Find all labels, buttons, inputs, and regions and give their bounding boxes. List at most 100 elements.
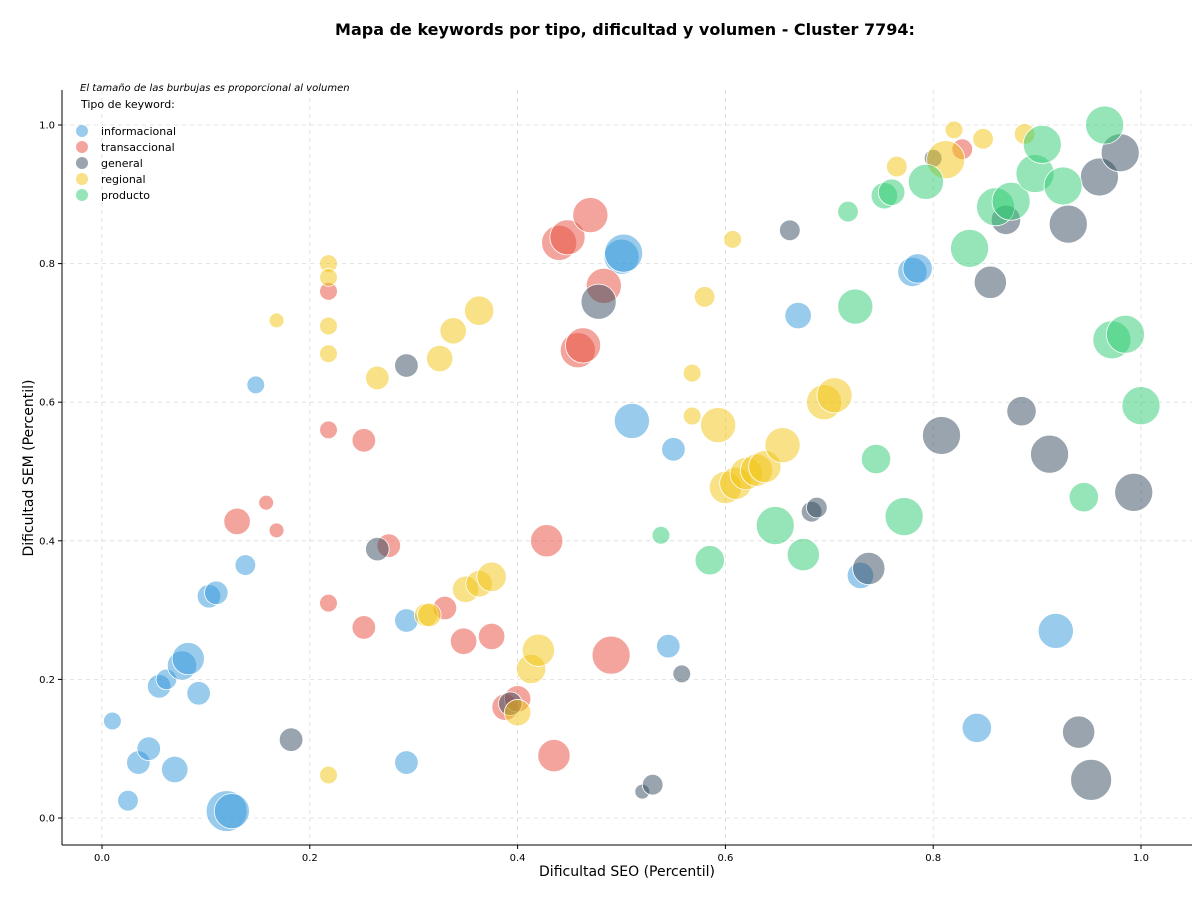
x-tick-label: 0.0 [94, 853, 110, 864]
bubble-informacional [613, 402, 650, 439]
bubble-regional [693, 286, 716, 308]
bubble-informacional [604, 233, 644, 273]
bubble-transaccional [565, 327, 602, 364]
bubble-informacional [171, 642, 205, 676]
bubble-general [1062, 715, 1096, 749]
bubble-general [278, 727, 304, 752]
bubble-regional [521, 633, 555, 667]
y-tick-label: 0.4 [39, 536, 55, 547]
bubble-informacional [117, 789, 139, 812]
bubble-general [922, 416, 961, 455]
y-tick-label: 0.0 [39, 814, 55, 825]
bubble-transaccional [537, 739, 571, 773]
bubble-general [580, 283, 617, 320]
bubble-regional [417, 602, 442, 628]
y-tick-label: 0.8 [39, 259, 55, 270]
bubble-regional [268, 312, 285, 329]
bubble-general [672, 664, 692, 684]
bubble-producto [1105, 314, 1145, 354]
bubble-general [1114, 472, 1154, 512]
bubble-transaccional [268, 522, 285, 539]
x-tick-label: 0.8 [925, 853, 941, 864]
legend-marker-regional [76, 173, 88, 185]
bubble-informacional [961, 712, 992, 744]
bubble-producto [1043, 166, 1083, 206]
legend-label-transaccional: transaccional [101, 141, 175, 154]
bubble-transaccional [449, 627, 478, 655]
y-axis-label: Dificultad SEM (Percentil) [21, 380, 37, 557]
bubble-regional [682, 363, 702, 383]
axes: 0.0 0.0 0.2 0.2 0.4 0.4 0.6 0.6 0.8 0.8 1.0 1.0 [39, 90, 1192, 864]
bubble-informacional [246, 375, 266, 395]
bubble-regional [503, 699, 532, 727]
bubble-informacional [161, 755, 189, 784]
bubble-informacional [204, 580, 229, 605]
bubble-producto [860, 443, 892, 475]
y-tick-label: 1.0 [39, 121, 55, 132]
bubble-transaccional [351, 615, 377, 640]
bubble-producto [884, 497, 924, 536]
bubble-general [394, 353, 419, 378]
bubble-transaccional [591, 635, 631, 675]
x-tick-label: 0.2 [302, 853, 318, 864]
legend-marker-general [76, 157, 88, 169]
bubble-general [641, 773, 664, 796]
legend-note: El tamaño de las burbujas es proporciona… [80, 83, 350, 94]
legend-label-general: general [101, 157, 143, 170]
bubble-general [1030, 434, 1070, 474]
bubble-producto [1068, 482, 1099, 513]
bubble-producto [1022, 124, 1062, 164]
bubble-regional [319, 268, 338, 287]
bubble-producto [1121, 386, 1161, 426]
legend-marker-transaccional [76, 141, 88, 153]
x-tick-label: 0.6 [717, 853, 733, 864]
bubble-regional [319, 344, 338, 363]
bubble-regional [426, 344, 454, 373]
bubble-transaccional [258, 494, 275, 511]
legend-title: Tipo de keyword: [80, 98, 175, 111]
bubble-transaccional [223, 507, 251, 536]
legend-marker-producto [76, 189, 88, 201]
x-axis-label: Dificultad SEO (Percentil) [539, 864, 715, 880]
bubble-regional [816, 377, 853, 414]
grid [62, 90, 1192, 845]
bubble-transaccional [572, 197, 609, 234]
bubble-regional [439, 317, 467, 345]
bubble-producto [786, 538, 820, 572]
x-tick-label: 0.4 [510, 853, 526, 864]
bubble-producto [694, 545, 725, 576]
bubble-regional [365, 365, 390, 391]
bubble-informacional [784, 301, 812, 330]
bubble-regional [764, 427, 801, 464]
bubble-transaccional [530, 524, 564, 558]
chart-title: Mapa de keywords por tipo, dificultad y … [335, 20, 915, 39]
bubble-informacional [1037, 612, 1074, 649]
legend-label-informacional: informacional [101, 125, 176, 138]
bubble-regional [319, 765, 338, 785]
bubble-transaccional [319, 593, 338, 613]
bubble-producto [755, 506, 795, 546]
legend: El tamaño de las burbujas es proporciona… [76, 83, 350, 202]
bubble-producto [837, 200, 859, 223]
bubble-producto [651, 525, 671, 545]
bubble-general [973, 265, 1007, 299]
bubble-informacional [234, 554, 257, 576]
bubble-informacional [103, 711, 122, 731]
bubble-regional [319, 316, 338, 336]
bubble-regional [476, 561, 507, 592]
legend-label-producto: producto [101, 189, 150, 202]
bubble-general [779, 219, 801, 242]
bubble-producto [837, 288, 874, 325]
bubble-general [1048, 204, 1088, 244]
bubble-general [1070, 758, 1113, 801]
bubble-informacional [902, 253, 933, 284]
bubble-regional [682, 406, 702, 426]
bubble-general [1006, 396, 1037, 427]
bubble-regional [972, 128, 994, 150]
legend-marker-informacional [76, 125, 88, 137]
bubble-regional [723, 230, 742, 249]
bubble-producto [991, 181, 1031, 221]
bubble-general [852, 551, 886, 586]
bubble-producto [950, 228, 990, 268]
